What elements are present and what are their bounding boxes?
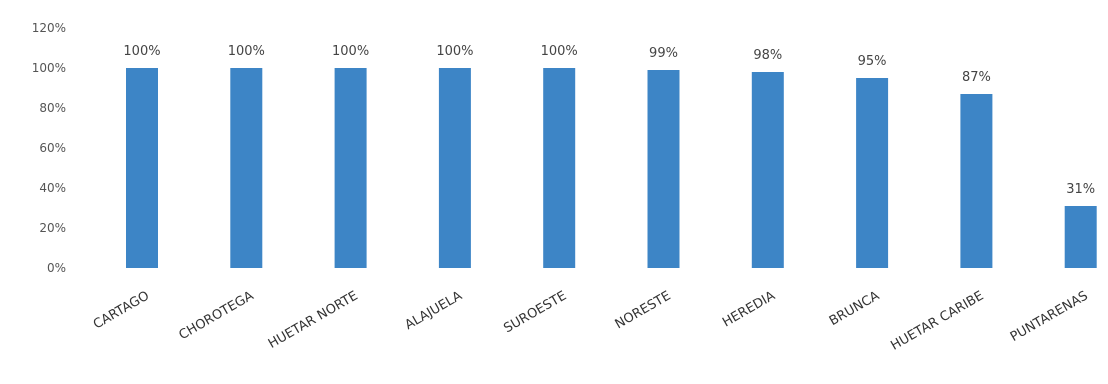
bar [126,68,158,268]
y-tick-label: 80% [39,101,66,115]
y-tick-label: 0% [47,261,66,275]
x-tick-label: NORESTE [613,288,674,332]
x-tick-label: HUETAR NORTE [266,288,361,351]
data-label: 100% [541,44,578,59]
x-tick-label: BRUNCA [827,288,882,329]
data-label: 100% [123,44,160,59]
y-tick-label: 100% [32,61,66,75]
y-axis: 0% 20% 40% 60% 80% 100% 120% [32,21,66,275]
data-label: 99% [649,46,678,61]
data-label: 95% [858,54,887,69]
x-tick-label: ALAJUELA [403,288,465,333]
data-label: 87% [962,70,991,85]
x-tick-label: SUROESTE [501,288,569,336]
bar [230,68,263,268]
y-tick-label: 40% [39,181,66,195]
x-tick-label: HEREDIA [720,288,778,330]
bar [856,78,889,268]
data-label: 31% [1066,182,1095,197]
x-axis: CARTAGO CHOROTEGA HUETAR NORTE ALAJUELA SURO… [91,288,1091,353]
x-tick-label: PUNTARENAS [1008,288,1091,345]
bar [960,94,993,268]
x-tick-label: CHOROTEGA [177,288,257,343]
data-label: 100% [436,44,473,59]
data-label: 100% [332,44,369,59]
x-tick-label: HUETAR CARIBE [888,288,986,353]
bar [1064,206,1097,268]
data-label: 98% [753,48,782,63]
y-tick-label: 60% [39,141,66,155]
y-tick-label: 20% [39,221,66,235]
bar [543,68,576,268]
y-tick-label: 120% [32,21,66,35]
bars-group [126,68,1097,268]
bar [438,68,471,268]
bar [334,68,367,268]
data-labels-group: 100% 100% 100% 100% 100% 99% 98% 95% 87% 31% [123,44,1095,197]
bar [751,72,784,268]
x-tick-label: CARTAGO [91,288,152,332]
data-label: 100% [228,44,265,59]
bar [647,70,680,268]
